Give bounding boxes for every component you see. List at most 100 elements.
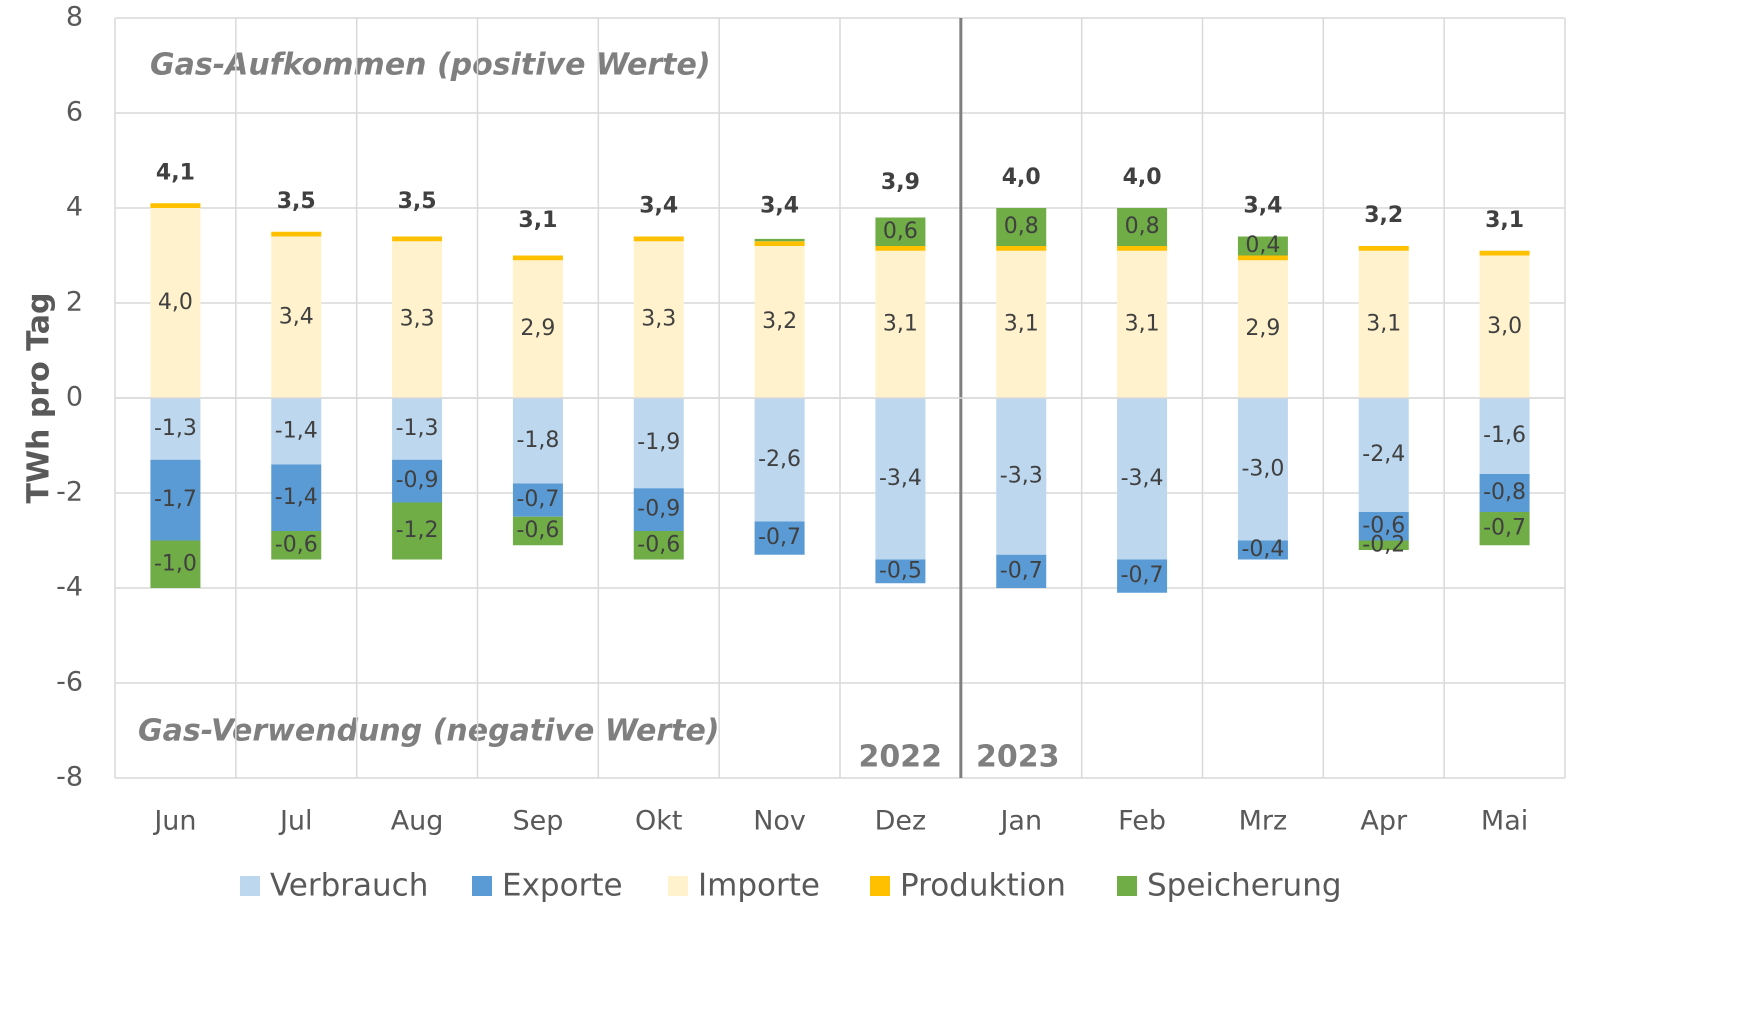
value-label: -0,6 [516, 518, 559, 543]
value-label: -0,7 [758, 525, 801, 550]
y-tick-label: 6 [66, 97, 83, 128]
value-label: -0,7 [516, 487, 559, 512]
bar-segment [633, 241, 684, 398]
total-label: 4,1 [156, 160, 195, 185]
bar-segment [1237, 540, 1288, 560]
total-label: 3,4 [1243, 194, 1282, 219]
bar-segment [754, 238, 805, 242]
legend-label: Speicherung [1147, 868, 1342, 904]
value-label: -1,6 [1483, 423, 1526, 448]
bar-segment [150, 540, 201, 588]
value-label: 2,9 [520, 316, 555, 341]
value-label: -0,9 [637, 497, 680, 522]
total-label: 3,1 [1485, 208, 1524, 233]
y-tick-label: -2 [56, 477, 83, 508]
legend-swatch [1117, 876, 1137, 896]
value-label: 3,3 [400, 307, 435, 332]
value-label: -0,2 [1362, 532, 1405, 557]
value-label: 3,3 [641, 307, 676, 332]
y-axis-label: TWh pro Tag [22, 293, 57, 504]
bar-segment [512, 516, 563, 546]
value-label: 3,2 [762, 309, 797, 334]
value-label: -0,5 [879, 558, 922, 583]
value-label: -1,0 [154, 551, 197, 576]
x-tick-label: Nov [753, 806, 806, 837]
bar-segment [996, 246, 1047, 251]
bar-segment [392, 241, 443, 398]
value-label: -0,7 [1121, 563, 1164, 588]
total-label: 3,9 [881, 170, 920, 195]
bar-segment [392, 398, 443, 460]
bar-segment [754, 521, 805, 555]
x-tick-label: Mrz [1239, 806, 1288, 837]
bar-segment [1237, 260, 1288, 398]
bar-segment [1479, 250, 1530, 256]
bar-segment [271, 231, 322, 237]
bar-segment [512, 398, 563, 484]
bar-segment [875, 246, 926, 251]
x-tick-label: Dez [875, 806, 927, 837]
legend-label: Produktion [900, 868, 1066, 904]
bar-segment [150, 203, 201, 208]
bar-segment [633, 488, 684, 531]
bar-segment [1117, 398, 1168, 560]
bar-segment [150, 208, 201, 398]
total-label: 3,4 [639, 194, 678, 219]
value-label: 0,4 [1245, 233, 1280, 258]
total-label: 4,0 [1002, 165, 1041, 190]
bar-segment [1117, 246, 1168, 251]
bar-segment [1358, 512, 1409, 541]
bar-segment [754, 246, 805, 398]
bar-segment [996, 208, 1047, 246]
value-label: -3,0 [1241, 456, 1284, 481]
bar-segment [271, 531, 322, 560]
value-label: -1,9 [637, 430, 680, 455]
value-label: -1,4 [275, 485, 318, 510]
value-label: -3,4 [1121, 466, 1164, 491]
bar-segment [633, 531, 684, 560]
bar-segment [271, 236, 322, 398]
bar-segment [512, 260, 563, 398]
bar-segment [150, 459, 201, 541]
bar-segment [754, 241, 805, 246]
value-label: -1,8 [516, 428, 559, 453]
value-label: 3,0 [1487, 314, 1522, 339]
x-tick-label: Sep [512, 806, 563, 837]
y-tick-label: 0 [66, 382, 83, 413]
value-label: -1,7 [154, 487, 197, 512]
value-label: -0,6 [1362, 513, 1405, 538]
total-label: 3,5 [277, 189, 316, 214]
legend-swatch [240, 876, 260, 896]
bar-segment [1358, 398, 1409, 512]
bar-segment [1479, 512, 1530, 546]
bar-segment [1479, 255, 1530, 398]
bar-segment [1358, 250, 1409, 398]
value-label: -0,6 [637, 532, 680, 557]
bar-segment [1237, 255, 1288, 261]
total-label: 3,1 [518, 208, 557, 233]
legend-label: Verbrauch [270, 868, 428, 904]
bar-segment [512, 255, 563, 261]
x-tick-label: Mai [1481, 806, 1528, 837]
value-label: 3,1 [1366, 311, 1401, 336]
legend-label: Exporte [502, 868, 623, 904]
value-label: -3,4 [879, 466, 922, 491]
legend-swatch [870, 876, 890, 896]
bar-segment [1479, 474, 1530, 512]
value-label: 4,0 [158, 290, 193, 315]
value-label: 0,8 [1125, 214, 1160, 239]
legend-swatch [472, 876, 492, 896]
value-label: -0,4 [1241, 537, 1284, 562]
annotation: Gas-Aufkommen (positive Werte) [150, 48, 711, 83]
bar-segment [392, 502, 443, 560]
value-label: 0,8 [1004, 214, 1039, 239]
value-label: 3,4 [279, 304, 314, 329]
bar-segment [1237, 236, 1288, 256]
bar-segment [1479, 398, 1530, 474]
x-tick-label: Feb [1118, 806, 1166, 837]
annotation: 2022 [859, 740, 943, 775]
bar-segment [512, 483, 563, 517]
value-label: -1,3 [396, 416, 439, 441]
total-label: 4,0 [1123, 165, 1162, 190]
